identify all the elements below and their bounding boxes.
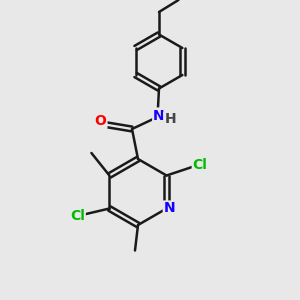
Text: O: O [94, 114, 106, 128]
Text: H: H [164, 112, 176, 126]
Text: N: N [153, 109, 165, 122]
Text: N: N [164, 202, 176, 215]
Text: Cl: Cl [193, 158, 208, 172]
Text: Cl: Cl [70, 209, 85, 223]
